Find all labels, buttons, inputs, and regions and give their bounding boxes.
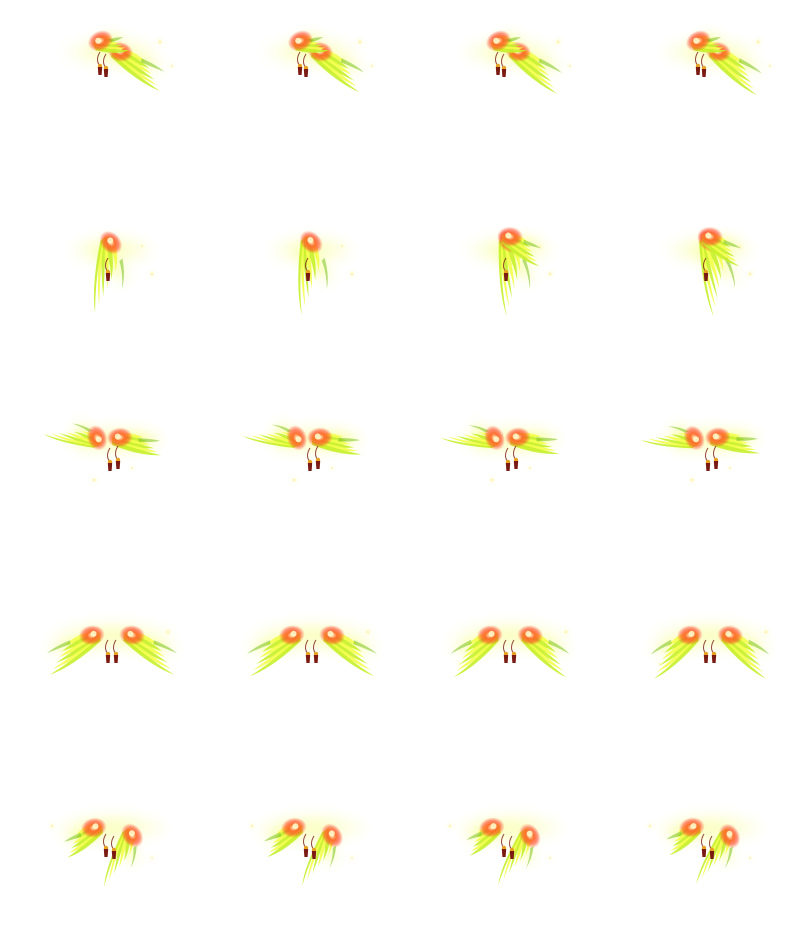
wing-sprite-frame-r4-c3 — [447, 618, 573, 678]
wing-sprite-frame-r3-c1 — [43, 419, 166, 483]
wing-sprite-frame-r2-c3 — [462, 226, 558, 317]
wing-sprite-frame-r5-c2 — [249, 810, 372, 887]
wing-sprite-frame-r3-c3 — [440, 420, 564, 483]
wing-sprite-frame-r5-c3 — [447, 810, 568, 886]
wing-sprite-frame-r3-c4 — [640, 421, 764, 483]
wing-sprite-frame-r3-c2 — [242, 419, 366, 483]
wing-sprite-frame-r2-c4 — [662, 226, 758, 318]
wing-sprite-frame-r5-c4 — [647, 810, 768, 885]
wing-sprite-frame-r5-c1 — [49, 810, 172, 887]
wing-sprite-frame-r2-c2 — [267, 230, 357, 316]
wing-sprite-frame-r4-c1 — [43, 618, 181, 675]
wing-sprite-frame-r4-c4 — [647, 618, 773, 679]
wing-sprite-frame-r4-c2 — [243, 618, 381, 677]
wing-sprite-frame-r1-c3 — [458, 30, 573, 94]
wing-sprite-frame-r2-c1 — [67, 230, 157, 314]
wing-sprite-frame-r1-c2 — [260, 30, 375, 93]
wing-sprite-frame-r1-c1 — [60, 30, 175, 92]
wing-sprite-frame-r1-c4 — [658, 30, 773, 96]
